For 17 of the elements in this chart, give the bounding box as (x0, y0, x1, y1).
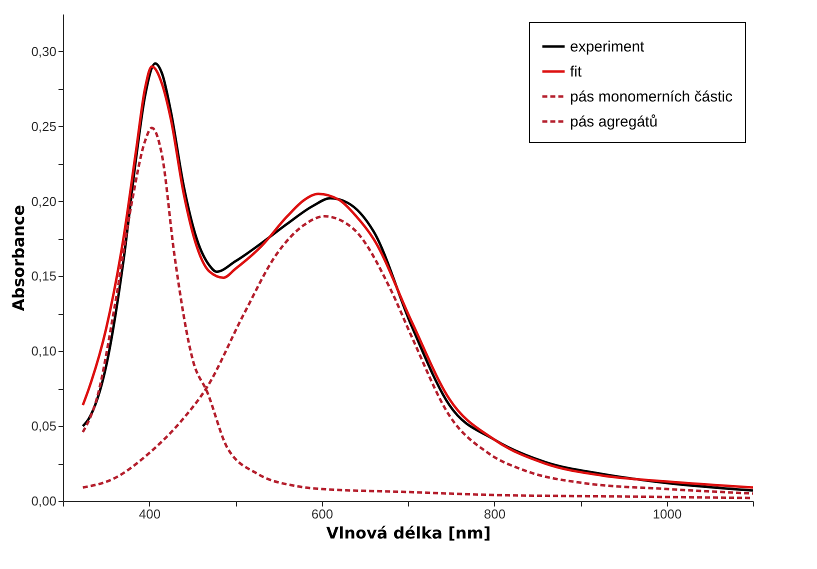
x-tick-label: 800 (484, 506, 506, 522)
y-tick-label: 0,15 (31, 268, 56, 284)
y-tick-label: 0,20 (31, 194, 56, 209)
y-tick-label: 0,05 (31, 418, 56, 434)
x-tick-label: 1000 (652, 506, 682, 522)
y-tick-label: 0,25 (31, 118, 56, 134)
x-tick-label: 600 (311, 506, 334, 522)
legend-label: fit (570, 64, 582, 80)
y-tick-label: 0,30 (31, 44, 56, 59)
y-axis-title: Absorbance (9, 204, 28, 312)
y-tick-label: 0,10 (31, 344, 56, 359)
legend-label: pás monomerních částic (570, 88, 734, 106)
y-tick-label: 0,00 (31, 494, 56, 508)
x-axis-title: Vlnová délka [nm] (326, 524, 491, 542)
legend-label: experiment (570, 38, 646, 56)
legend-label: pás agregátů (570, 114, 658, 130)
x-tick-label: 400 (138, 506, 161, 522)
